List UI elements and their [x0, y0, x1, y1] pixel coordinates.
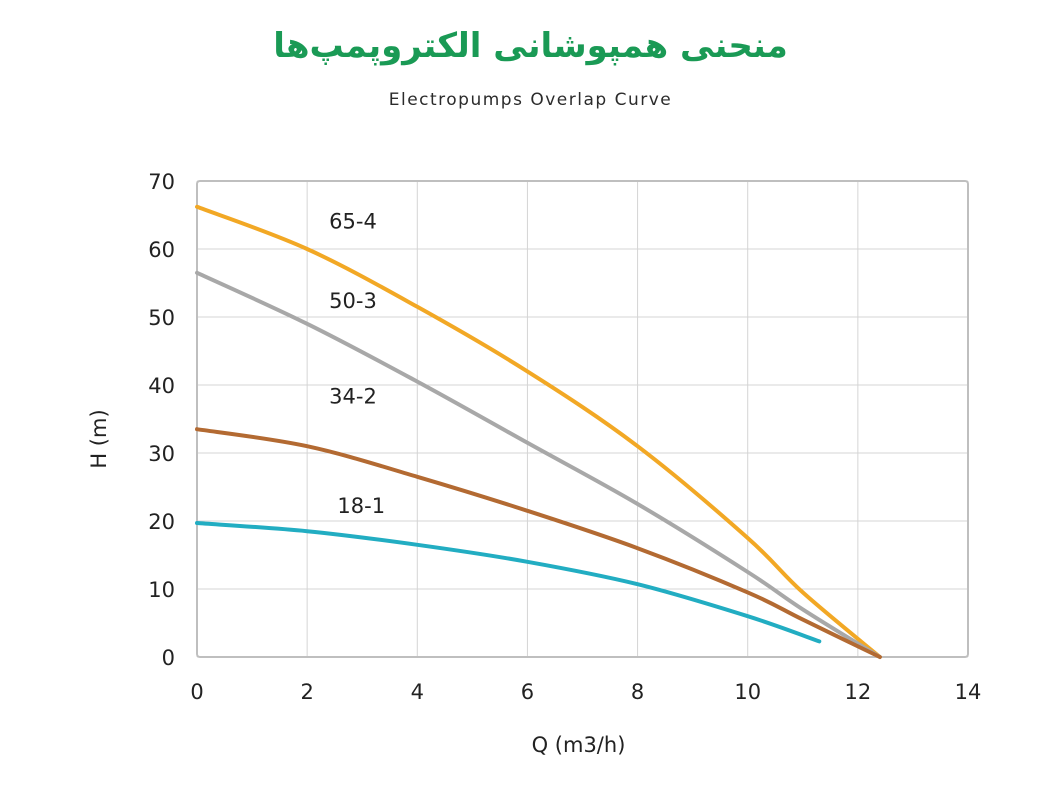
y-axis-label: H (m) [87, 409, 111, 468]
page-title: منحنی همپوشانی الکتروپمپ‌ها [273, 26, 788, 66]
y-tick-label: 0 [162, 646, 175, 670]
x-tick-label: 12 [844, 680, 871, 704]
series-line-50-3 [195, 270, 882, 659]
y-tick-label: 70 [148, 170, 175, 194]
y-tick-label: 40 [148, 374, 175, 398]
series-label: 18-1 [337, 494, 385, 518]
series-label: 65-4 [329, 210, 377, 234]
y-tick-label: 50 [148, 306, 175, 330]
x-axis-ticks: 0 2 4 6 8 10 12 14 [190, 680, 981, 704]
x-axis-label: Q (m3/h) [532, 733, 626, 757]
page-subtitle: Electropumps Overlap Curve [388, 90, 673, 110]
y-tick-label: 30 [148, 442, 175, 466]
x-tick-label: 4 [411, 680, 424, 704]
y-tick-label: 10 [148, 578, 175, 602]
series-labels: 65-4 50-3 34-2 18-1 [329, 210, 385, 518]
x-tick-label: 14 [955, 680, 982, 704]
y-tick-label: 20 [148, 510, 175, 534]
series-curves [195, 204, 882, 659]
x-tick-label: 10 [734, 680, 761, 704]
y-axis-ticks: 0 10 20 30 40 50 60 70 [148, 170, 175, 670]
series-line-34-2 [195, 427, 882, 659]
y-tick-label: 60 [148, 238, 175, 262]
plot-frame [196, 180, 969, 658]
x-tick-label: 8 [631, 680, 644, 704]
series-label: 34-2 [329, 384, 377, 408]
series-line-65-4 [195, 204, 882, 659]
x-tick-label: 2 [300, 680, 313, 704]
x-tick-label: 6 [521, 680, 534, 704]
series-line-18-1 [195, 521, 822, 644]
x-tick-label: 0 [190, 680, 203, 704]
series-label: 50-3 [329, 289, 377, 313]
